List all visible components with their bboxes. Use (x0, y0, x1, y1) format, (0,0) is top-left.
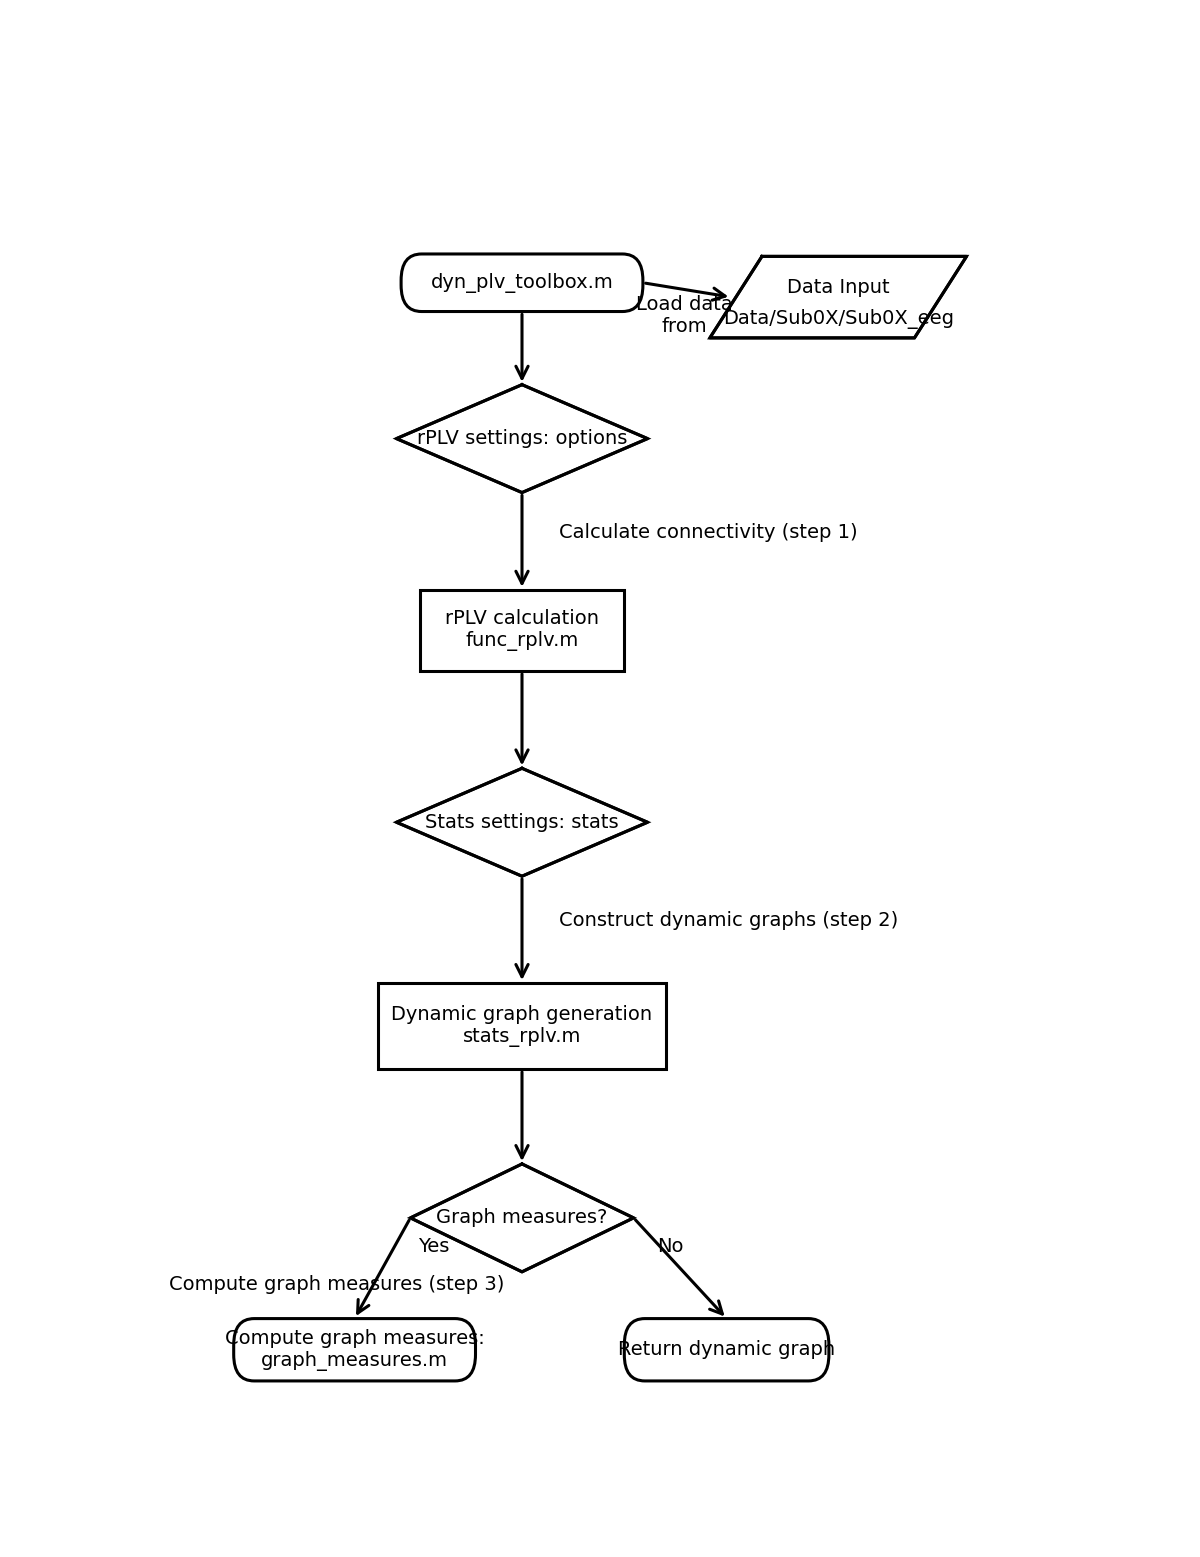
Text: Stats settings: stats: Stats settings: stats (425, 813, 619, 831)
Text: Data/Sub0X/Sub0X_eeg: Data/Sub0X/Sub0X_eeg (722, 308, 954, 329)
Polygon shape (396, 768, 648, 877)
Bar (420, 590, 624, 671)
Text: Load data
from: Load data from (636, 294, 733, 336)
Text: rPLV settings: options: rPLV settings: options (416, 430, 628, 448)
Text: Calculate connectivity (step 1): Calculate connectivity (step 1) (559, 523, 858, 542)
Text: Data Input: Data Input (787, 279, 889, 297)
Text: Compute graph measures (step 3): Compute graph measures (step 3) (168, 1275, 504, 1294)
FancyBboxPatch shape (234, 1319, 475, 1381)
FancyBboxPatch shape (401, 254, 643, 311)
Text: Yes: Yes (418, 1238, 449, 1256)
Text: Compute graph measures:
graph_measures.m: Compute graph measures: graph_measures.m (224, 1328, 485, 1370)
Text: Dynamic graph generation
stats_rplv.m: Dynamic graph generation stats_rplv.m (391, 1006, 653, 1046)
Text: Graph measures?: Graph measures? (437, 1208, 607, 1227)
Polygon shape (410, 1165, 634, 1272)
FancyBboxPatch shape (624, 1319, 829, 1381)
Text: No: No (656, 1238, 683, 1256)
Text: rPLV calculation
func_rplv.m: rPLV calculation func_rplv.m (445, 609, 599, 651)
Polygon shape (710, 257, 966, 338)
Text: Return dynamic graph: Return dynamic graph (618, 1341, 835, 1359)
Text: dyn_plv_toolbox.m: dyn_plv_toolbox.m (431, 272, 613, 293)
Polygon shape (396, 385, 648, 492)
Bar (378, 982, 666, 1070)
Text: Construct dynamic graphs (step 2): Construct dynamic graphs (step 2) (559, 911, 899, 930)
